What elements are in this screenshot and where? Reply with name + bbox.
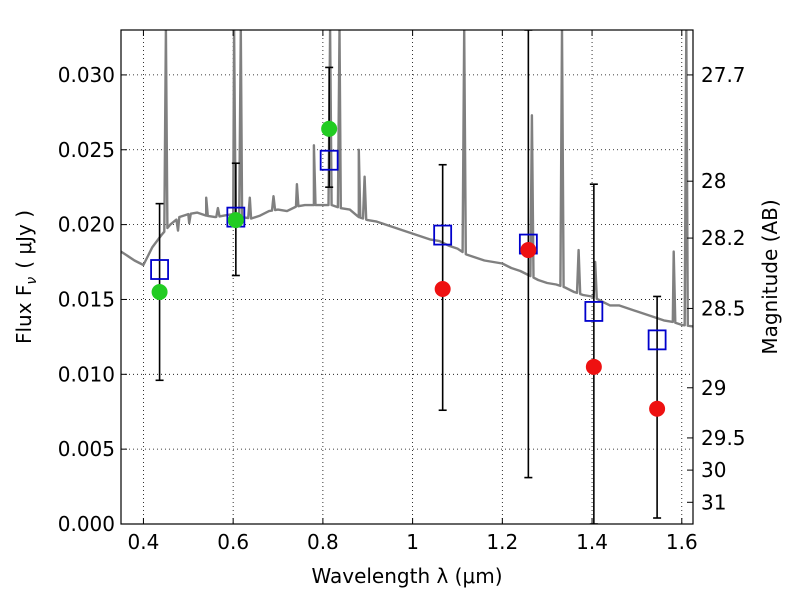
- y2-tick-label: 28.5: [701, 296, 746, 320]
- y-tick-label: 0.015: [58, 287, 115, 311]
- y-tick-label: 0.000: [58, 512, 115, 536]
- y2-tick-label: 29.5: [701, 426, 746, 450]
- model-spectrum-line: [121, 30, 693, 328]
- y-axis-label: Flux Fν ( μJy ): [12, 210, 40, 344]
- model-spectrum-group: [121, 30, 693, 328]
- y2-tick-label: 28: [701, 169, 726, 193]
- y-axis-label-main: Flux F: [12, 285, 36, 344]
- y2-tick-label: 27.7: [701, 63, 746, 87]
- x-tick-label: 0.4: [128, 530, 160, 554]
- observed-points-group: [151, 120, 666, 417]
- model-photometry-square: [150, 259, 169, 280]
- model-photometry-square: [584, 301, 604, 322]
- y2-tick-label: 30: [701, 458, 726, 482]
- observed-undetected-point: [585, 358, 602, 375]
- axes-ticks-group: 0.4 0.6 0.8 1 1.2 1.4 1.6 0.000 0.005 0.010 0.015 0…: [58, 30, 746, 554]
- grid-lines: [121, 30, 693, 525]
- y2-axis-label-group: Magnitude (AB): [758, 199, 782, 354]
- x-axis-label: Wavelength λ (μm): [311, 564, 502, 588]
- y-tick-label: 0.010: [58, 362, 115, 386]
- y2-tick-label: 28.2: [701, 226, 746, 250]
- y-axis-label-subscript: ν: [24, 277, 40, 285]
- observed-detected-point: [151, 283, 168, 300]
- x-tick-label: 0.6: [217, 530, 249, 554]
- y-tick-label: 0.005: [58, 437, 115, 461]
- y-axis-label-group: Flux Fν ( μJy ): [12, 210, 40, 344]
- observed-detected-point: [227, 212, 244, 229]
- y2-axis-label: Magnitude (AB): [758, 199, 782, 354]
- plot-frame: [120, 29, 694, 525]
- error-bars-group: [155, 30, 662, 524]
- y-tick-label: 0.030: [58, 63, 115, 87]
- x-tick-label: 1: [406, 530, 419, 554]
- model-photometry-square: [433, 224, 453, 246]
- y2-tick-label: 29: [701, 376, 726, 400]
- model-photometry-square: [319, 149, 339, 171]
- x-tick-label: 1.6: [666, 530, 698, 554]
- observed-undetected-point: [434, 280, 451, 297]
- observed-undetected-point: [520, 242, 537, 259]
- y-tick-label: 0.025: [58, 138, 115, 162]
- x-tick-label: 0.8: [307, 530, 339, 554]
- model-photometry-group: [150, 149, 667, 351]
- y-axis-label-unit: ( μJy ): [12, 210, 36, 269]
- x-tick-label: 1.2: [486, 530, 518, 554]
- observed-detected-point: [321, 120, 338, 137]
- x-tick-label: 1.4: [576, 530, 608, 554]
- y-tick-label: 0.020: [58, 213, 115, 237]
- observed-undetected-point: [649, 400, 666, 417]
- model-photometry-square: [647, 329, 667, 351]
- y2-tick-label: 31: [701, 490, 726, 514]
